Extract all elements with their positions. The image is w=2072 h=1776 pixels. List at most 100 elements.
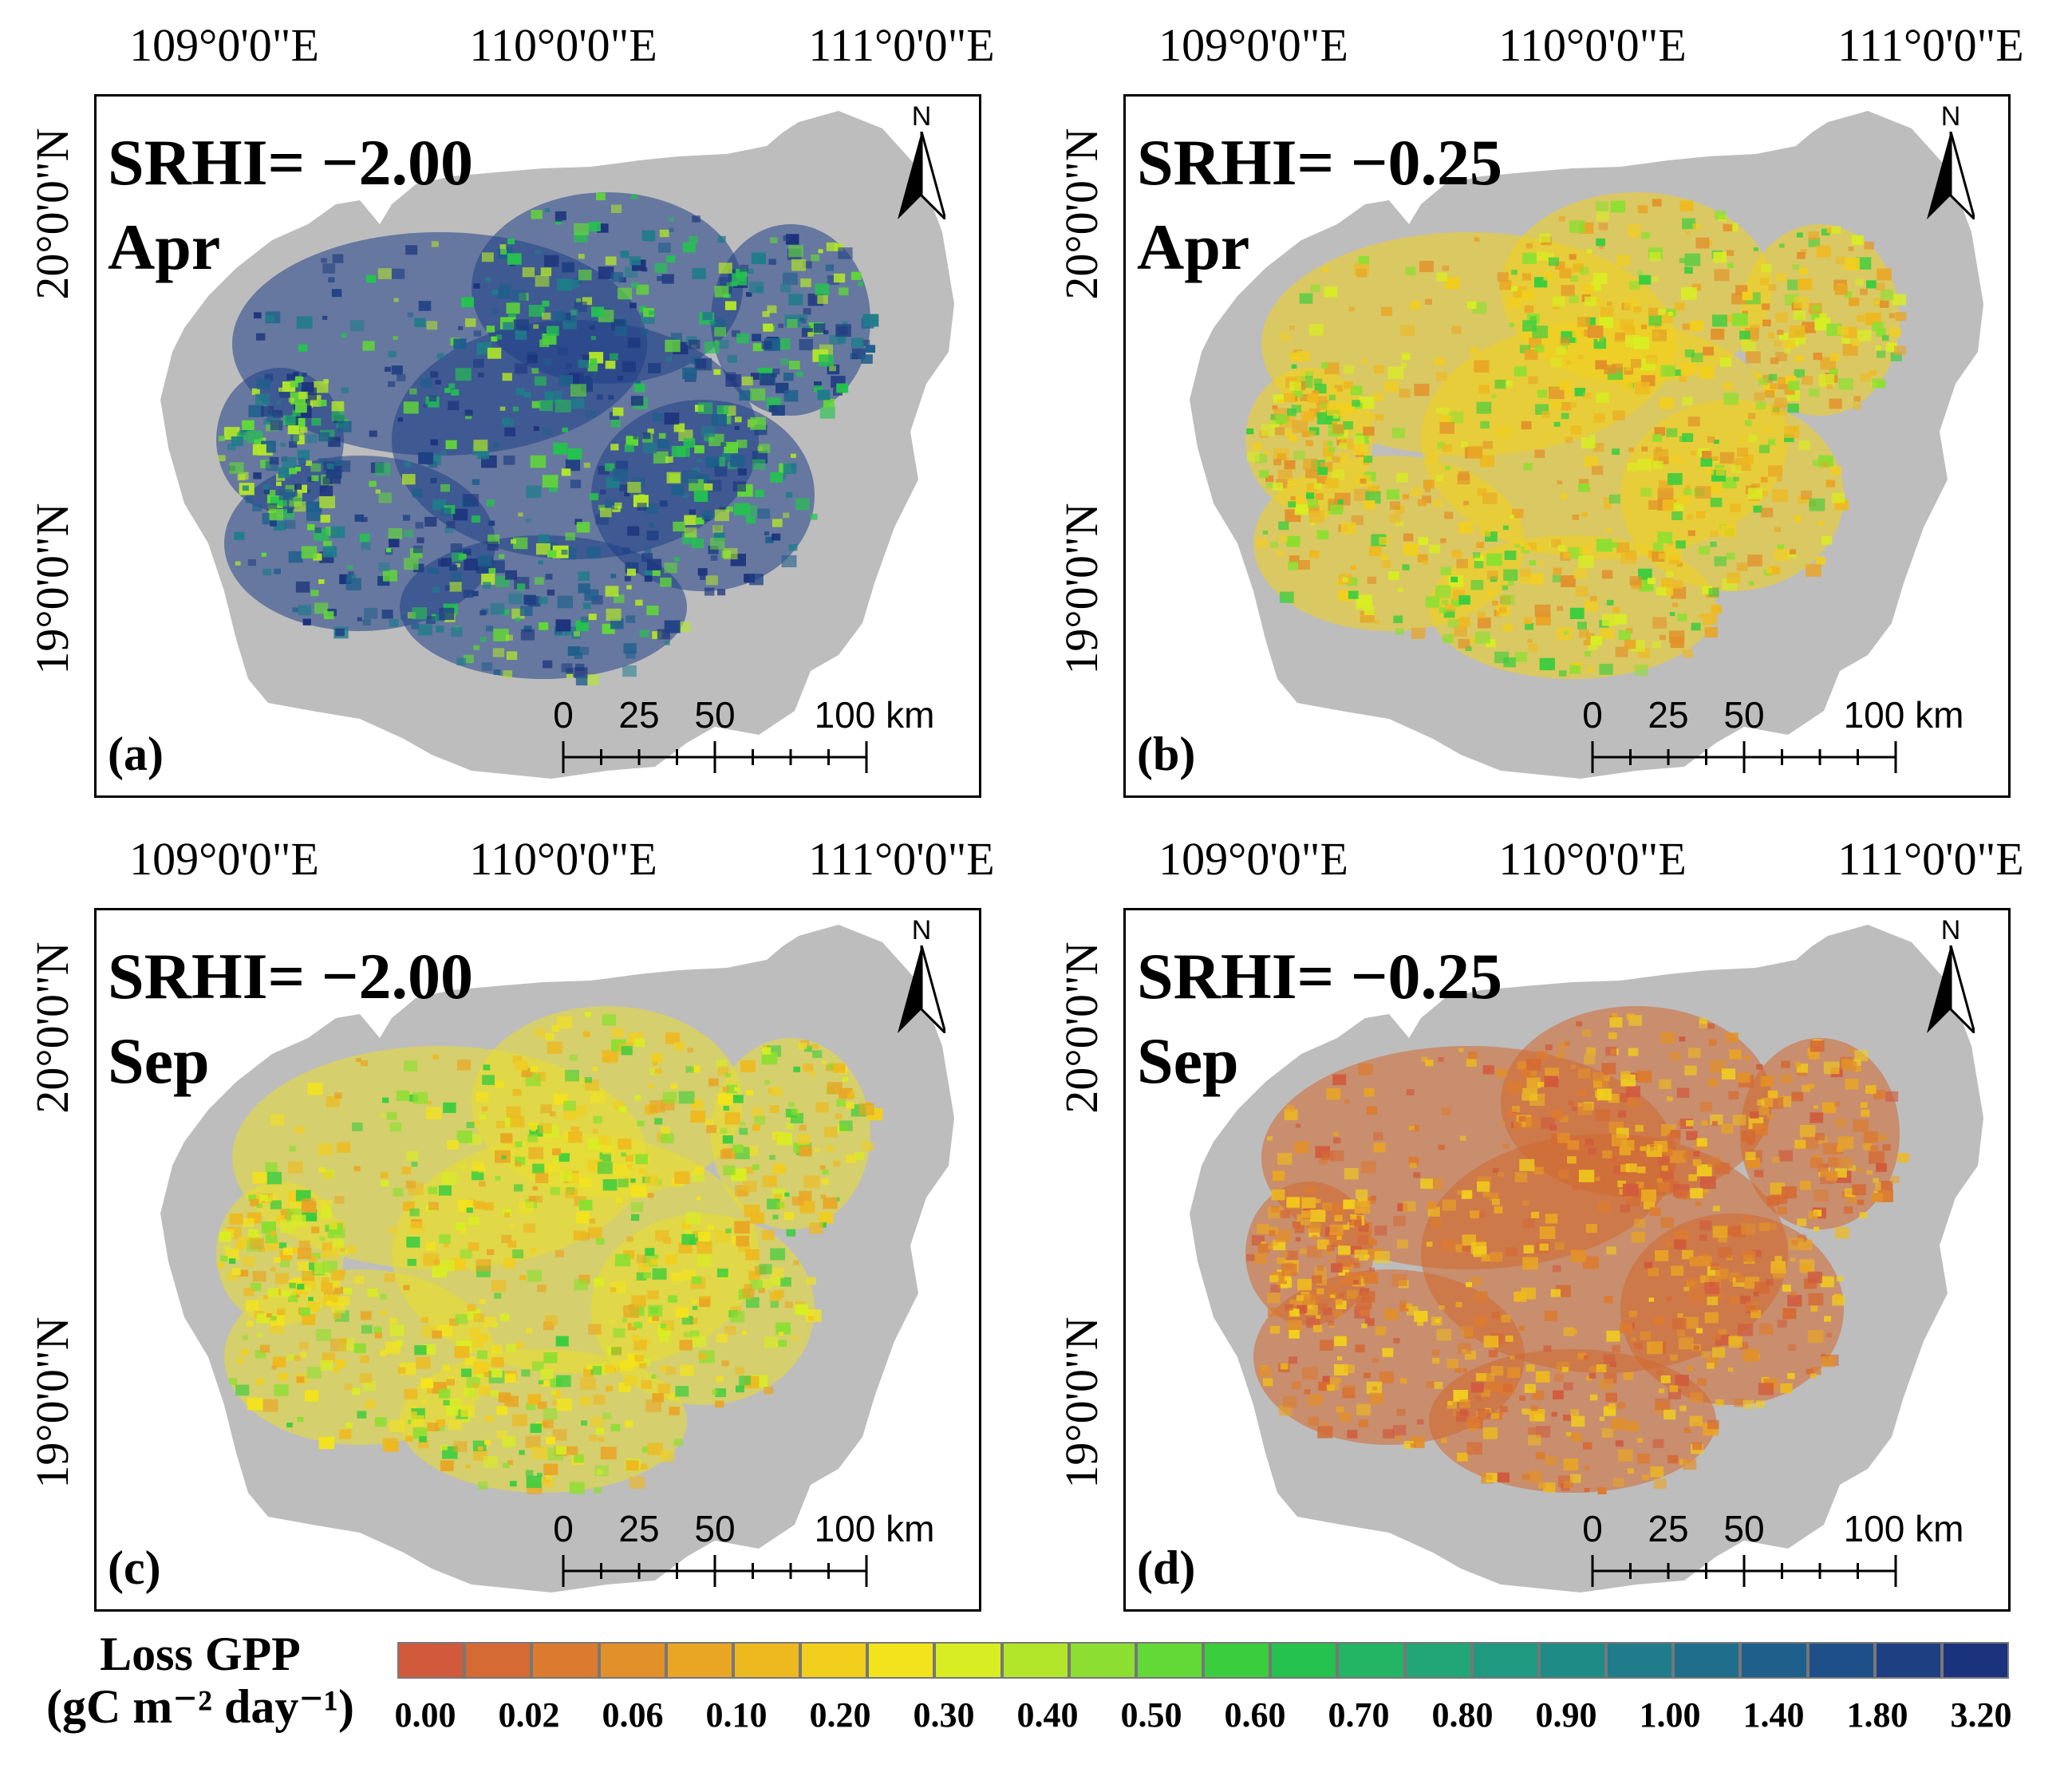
raster-pixel (598, 1135, 611, 1146)
raster-pixel (1741, 1223, 1756, 1235)
raster-pixel (1774, 1256, 1782, 1262)
raster-pixel (730, 455, 745, 468)
raster-pixel (1755, 401, 1766, 410)
raster-pixel (1501, 594, 1515, 606)
raster-pixel (1792, 264, 1799, 270)
raster-pixel (1338, 1245, 1351, 1256)
raster-pixel (1308, 408, 1320, 418)
raster-pixel (1711, 605, 1722, 614)
raster-pixel (320, 515, 330, 523)
raster-pixel (1328, 1258, 1334, 1263)
raster-pixel (331, 289, 342, 298)
raster-pixel (1835, 1168, 1847, 1178)
raster-pixel (862, 1141, 874, 1151)
raster-pixel (1557, 1170, 1569, 1179)
raster-pixel (1692, 1159, 1702, 1166)
raster-pixel (1646, 1146, 1656, 1155)
raster-pixel (1779, 243, 1785, 248)
raster-pixel (323, 1169, 335, 1179)
raster-pixel (1442, 633, 1454, 643)
raster-pixel (615, 1253, 631, 1267)
raster-pixel (1494, 379, 1506, 389)
raster-pixel (407, 612, 416, 619)
raster-pixel (430, 478, 437, 483)
raster-pixel (262, 484, 270, 490)
raster-pixel (1643, 1200, 1656, 1210)
raster-pixel (543, 1419, 554, 1429)
raster-pixel (574, 631, 580, 637)
raster-pixel (1806, 1368, 1813, 1375)
raster-pixel (299, 1352, 307, 1358)
raster-pixel (1293, 451, 1305, 460)
raster-pixel (491, 1280, 507, 1292)
longitude-label: 110°0'0"E (1498, 19, 1687, 71)
raster-pixel (1615, 332, 1625, 341)
raster-pixel (1267, 1307, 1280, 1317)
raster-pixel (748, 281, 764, 294)
raster-pixel (714, 326, 726, 337)
raster-pixel (1595, 201, 1608, 212)
panel-month-title: Apr (108, 211, 221, 283)
raster-pixel (580, 1377, 596, 1391)
raster-pixel (1387, 489, 1399, 499)
raster-pixel (344, 1383, 353, 1391)
raster-pixel (278, 499, 287, 507)
raster-pixel (530, 1065, 538, 1072)
raster-pixel (496, 1430, 507, 1439)
raster-pixel (755, 489, 764, 497)
raster-pixel (829, 365, 836, 372)
raster-pixel (526, 1328, 533, 1333)
raster-pixel (1753, 505, 1762, 513)
raster-pixel (457, 1059, 472, 1071)
raster-pixel (375, 489, 381, 494)
raster-pixel (1366, 412, 1375, 420)
raster-pixel (1328, 447, 1336, 452)
raster-pixel (575, 620, 589, 631)
raster-pixel (574, 223, 590, 235)
raster-pixel (575, 663, 585, 671)
raster-pixel (1742, 310, 1748, 316)
raster-pixel (739, 390, 752, 401)
raster-pixel (454, 1346, 470, 1359)
raster-pixel (1645, 354, 1657, 365)
raster-pixel (1657, 531, 1673, 544)
raster-pixel (612, 468, 629, 481)
raster-pixel (1550, 1289, 1561, 1297)
raster-pixel (1624, 367, 1633, 375)
raster-pixel (1563, 1481, 1573, 1489)
raster-pixel (605, 463, 615, 472)
scale-tick-label: 25 (1648, 1508, 1689, 1549)
raster-pixel (377, 268, 392, 279)
raster-pixel (1723, 393, 1739, 405)
raster-pixel (1721, 1123, 1734, 1134)
raster-pixel (1300, 411, 1315, 422)
raster-pixel (416, 1357, 431, 1369)
raster-pixel (674, 557, 680, 562)
raster-pixel (461, 1368, 472, 1377)
raster-pixel (1292, 420, 1308, 433)
raster-pixel (1535, 1452, 1545, 1460)
raster-pixel (444, 388, 451, 393)
raster-pixel (328, 277, 335, 282)
raster-pixel (594, 1486, 602, 1494)
raster-pixel (1679, 200, 1694, 211)
raster-pixel (770, 1248, 786, 1261)
raster-pixel (553, 443, 568, 455)
raster-pixel (417, 624, 432, 636)
raster-pixel (382, 570, 397, 582)
raster-pixel (788, 361, 800, 370)
raster-pixel (1286, 484, 1292, 489)
raster-pixel (1802, 322, 1816, 333)
raster-pixel (292, 409, 301, 416)
raster-pixel (1374, 1225, 1387, 1236)
raster-pixel (288, 551, 303, 563)
raster-pixel (1336, 1300, 1347, 1309)
raster-pixel (657, 1383, 670, 1394)
raster-pixel (1680, 286, 1697, 300)
raster-pixel (1762, 491, 1769, 496)
raster-pixel (1425, 1060, 1434, 1067)
raster-pixel (1545, 1214, 1558, 1224)
raster-pixel (1739, 330, 1750, 340)
raster-pixel (402, 474, 416, 485)
raster-pixel (1745, 1301, 1758, 1312)
